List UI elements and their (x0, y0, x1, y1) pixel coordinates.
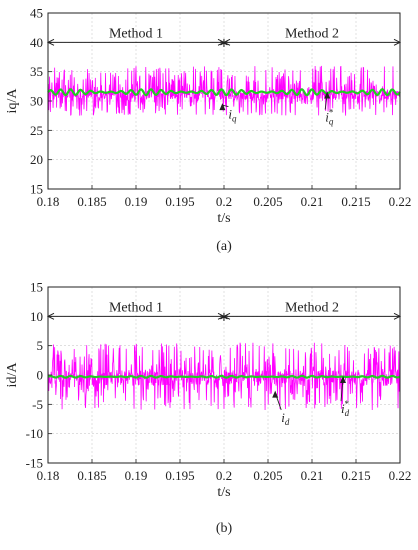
x-tick-label: 0.21 (301, 194, 324, 209)
x-tick-label: 0.21 (301, 468, 324, 483)
y-tick-label: 30 (30, 94, 43, 109)
y-tick-label: 5 (37, 338, 44, 353)
x-tick-label: 0.195 (165, 468, 194, 483)
measured-current-line (47, 342, 401, 411)
id-reference-series (47, 374, 401, 379)
method-regions-a: Method 1 Method 2 ∗ (46, 26, 402, 50)
arrow-left-icon (46, 312, 55, 320)
boundary-star-icon: ∗ (219, 309, 230, 324)
annotation-arrowhead-icon (340, 376, 347, 383)
id-measured-series (47, 342, 401, 411)
arrow-left-icon (46, 38, 55, 46)
annotation-arrowhead-icon (272, 390, 279, 398)
y-tick-label: -5 (32, 397, 43, 412)
annotations-b: id id* (272, 376, 350, 427)
y-tick-label: 10 (30, 309, 43, 324)
method-label: Method 2 (285, 300, 339, 315)
arrow-right-icon (393, 312, 402, 320)
y-tick-label: 25 (30, 123, 43, 138)
method-label: Method 2 (285, 26, 339, 41)
y-axis-label-b: id/A (5, 362, 20, 388)
y-tick-label: -15 (26, 456, 43, 471)
method-label: Method 1 (109, 300, 163, 315)
y-tick-label: 45 (30, 6, 43, 21)
y-ticks-b: -15 -10 -5 0 5 10 15 (26, 280, 52, 471)
y-axis-label-a: iq/A (5, 88, 20, 114)
method-label: Method 1 (109, 26, 163, 41)
x-tick-label: 0.22 (389, 194, 412, 209)
x-tick-label: 0.19 (125, 194, 148, 209)
x-tick-label: 0.22 (389, 468, 412, 483)
y-tick-label: 20 (30, 152, 43, 167)
x-tick-label: 0.195 (165, 194, 194, 209)
x-ticks-a: 0.18 0.185 0.19 0.195 0.2 0.205 0.21 0.215 0.22 (37, 185, 412, 209)
annotations-a: iq iq* (219, 91, 334, 127)
annotation-arrowhead-icon (324, 91, 331, 99)
x-tick-label: 0.185 (77, 468, 106, 483)
subplot-label-a: (a) (216, 239, 232, 254)
x-tick-label: 0.2 (216, 468, 232, 483)
reference-current-line (47, 374, 401, 379)
y-ticks-a: 15 20 25 30 35 40 45 (30, 6, 52, 197)
y-tick-label: 0 (37, 368, 44, 383)
x-tick-label: 0.2 (216, 194, 232, 209)
y-tick-label: 40 (30, 35, 43, 50)
y-tick-label: 35 (30, 64, 43, 79)
annotation-label: id (281, 410, 290, 427)
iq-reference-series (47, 88, 401, 97)
annotation-label: id* (341, 399, 350, 418)
y-tick-label: 15 (30, 182, 43, 197)
annotation-label: iq* (325, 108, 334, 127)
x-tick-label: 0.19 (125, 468, 148, 483)
arrow-left-icon (222, 38, 231, 46)
x-tick-label: 0.18 (37, 468, 60, 483)
x-ticks-b: 0.18 0.185 0.19 0.195 0.2 0.205 0.21 0.215 0.22 (37, 459, 412, 483)
arrow-left-icon (222, 312, 231, 320)
x-tick-label: 0.205 (253, 468, 282, 483)
annotation-label: iq (228, 107, 237, 124)
x-tick-label: 0.18 (37, 194, 60, 209)
boundary-star-icon: ∗ (219, 35, 230, 50)
reference-current-line (47, 88, 401, 97)
method-regions-b: Method 1 Method 2 ∗ (46, 300, 402, 324)
annotation-arrow (222, 104, 229, 108)
subplot-label-b: (b) (216, 521, 233, 536)
subplot-a: 0.18 0.185 0.19 0.195 0.2 0.205 0.21 0.215 0.22 … (5, 6, 411, 255)
y-tick-label: 15 (30, 280, 43, 295)
x-axis-label-a: t/s (217, 211, 230, 226)
x-tick-label: 0.185 (77, 194, 106, 209)
x-tick-label: 0.215 (341, 194, 370, 209)
arrow-right-icon (393, 38, 402, 46)
subplot-b: 0.18 0.185 0.19 0.195 0.2 0.205 0.21 0.215 0.22 … (5, 280, 411, 537)
y-tick-label: -10 (26, 426, 43, 441)
x-tick-label: 0.205 (253, 194, 282, 209)
x-axis-label-b: t/s (217, 485, 230, 500)
annotation-arrowhead-icon (219, 103, 226, 111)
x-tick-label: 0.215 (341, 468, 370, 483)
